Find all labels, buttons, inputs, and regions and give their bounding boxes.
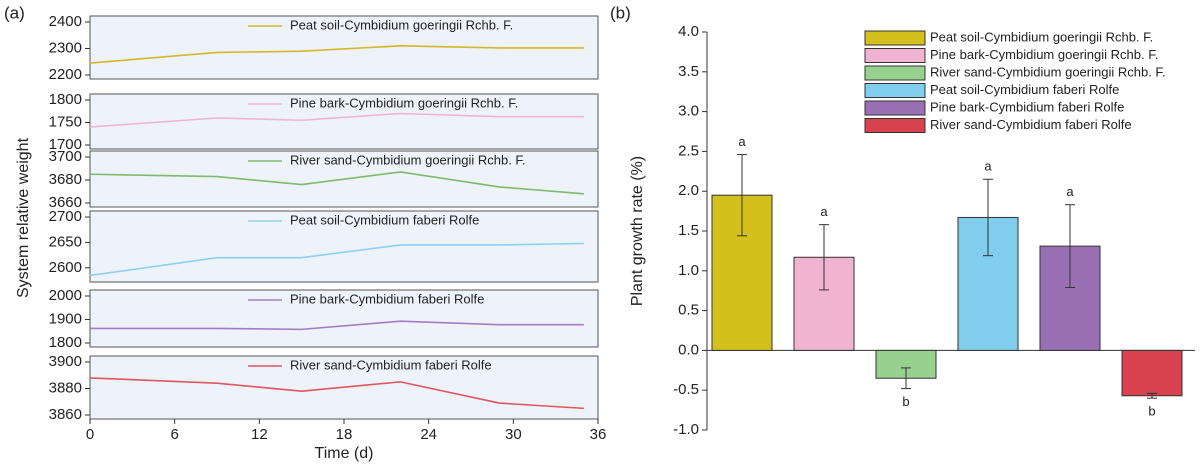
panel-label: (b) [610, 3, 631, 22]
legend-label: Peat soil-Cymbidium faberi Rolfe [290, 212, 479, 227]
y-tick-label: 0.5 [678, 302, 699, 319]
legend-label: Pine bark-Cymbidium faberi Rolfe [290, 291, 484, 306]
y-tick-label: 3680 [49, 171, 82, 188]
series-line [89, 377, 584, 410]
x-tick-label: 30 [505, 426, 522, 443]
legend-label: River sand-Cymbidium faberi Rolfe [290, 357, 492, 372]
legend-label: Pine bark-Cymbidium goeringii Rchb. F. [290, 95, 518, 110]
subplot-frame [89, 289, 599, 348]
legend-swatch [864, 100, 926, 116]
legend-swatch [864, 48, 926, 63]
legend-swatch [864, 65, 926, 81]
y-axis-title: Plant growth rate (%) [629, 156, 646, 306]
y-tick-label: 3900 [49, 353, 82, 370]
legend-label: River sand-Cymbidium goeringii Rchb. F. [290, 152, 526, 167]
significance-label: b [902, 394, 909, 409]
legend-swatch [864, 118, 926, 133]
y-tick-label: 2.5 [678, 142, 699, 159]
y-tick-label: 1.0 [678, 262, 699, 279]
x-tick-label: 0 [86, 426, 94, 443]
y-tick-label: 1.5 [678, 222, 699, 239]
significance-label: a [820, 204, 828, 219]
legend-label: Pine bark-Cymbidium faberi Rolfe [930, 99, 1124, 114]
x-tick-label: 12 [251, 426, 268, 443]
significance-label: a [738, 134, 746, 149]
x-tick-label: 36 [590, 426, 607, 443]
legend-label: River sand-Cymbidium goeringii Rchb. F. [930, 64, 1166, 79]
series-line [90, 320, 584, 331]
x-axis-title: Time (d) [315, 445, 374, 462]
y-tick-label: 3.5 [678, 63, 699, 80]
y-tick-label: 4.0 [678, 23, 699, 40]
y-tick-label: 1800 [49, 334, 82, 351]
y-axis-title: System relative weight [15, 137, 32, 298]
significance-label: a [984, 159, 992, 174]
significance-label: b [1148, 404, 1155, 419]
legend-label: Peat soil-Cymbidium faberi Rolfe [930, 82, 1119, 97]
panel-label: (a) [4, 3, 25, 22]
subplot-frame [89, 210, 599, 283]
y-tick-label: 1750 [49, 113, 82, 130]
legend-label: Pine bark-Cymbidium goeringii Rchb. F. [930, 47, 1158, 62]
legend-label: Peat soil-Cymbidium goeringii Rchb. F. [290, 17, 513, 32]
y-tick-label: 1800 [49, 91, 82, 108]
y-tick-label: 0.0 [678, 341, 699, 358]
y-tick-label: 3.0 [678, 103, 699, 120]
legend-label: Peat soil-Cymbidium goeringii Rchb. F. [930, 29, 1153, 44]
bar [1121, 349, 1183, 397]
x-tick-label: 6 [170, 426, 178, 443]
y-tick-label: 2.0 [678, 182, 699, 199]
y-tick-label: 2400 [49, 13, 82, 30]
y-tick-label: 1700 [49, 136, 82, 153]
y-tick-label: 2650 [49, 233, 82, 250]
y-tick-label: 2600 [49, 259, 82, 276]
y-tick-label: -1.0 [673, 421, 699, 438]
x-tick-label: 24 [420, 426, 437, 443]
y-tick-label: 2200 [49, 66, 82, 83]
y-tick-label: 2000 [49, 287, 82, 304]
series-line [89, 112, 584, 128]
y-tick-label: -0.5 [673, 381, 699, 398]
legend-label: River sand-Cymbidium faberi Rolfe [930, 117, 1132, 132]
y-tick-label: 1900 [49, 310, 82, 327]
x-tick-label: 18 [336, 426, 353, 443]
y-tick-label: 3660 [49, 194, 82, 211]
significance-label: a [1066, 184, 1074, 199]
y-tick-label: 3700 [49, 148, 82, 165]
y-tick-label: 3860 [49, 406, 82, 423]
y-tick-label: 3880 [49, 379, 82, 396]
series-line [89, 242, 584, 277]
series-line [89, 45, 584, 64]
series-line [89, 171, 584, 195]
legend-swatch [864, 83, 926, 98]
legend-swatch [864, 30, 926, 46]
y-tick-label: 2300 [49, 39, 82, 56]
y-tick-label: 2700 [49, 208, 82, 225]
